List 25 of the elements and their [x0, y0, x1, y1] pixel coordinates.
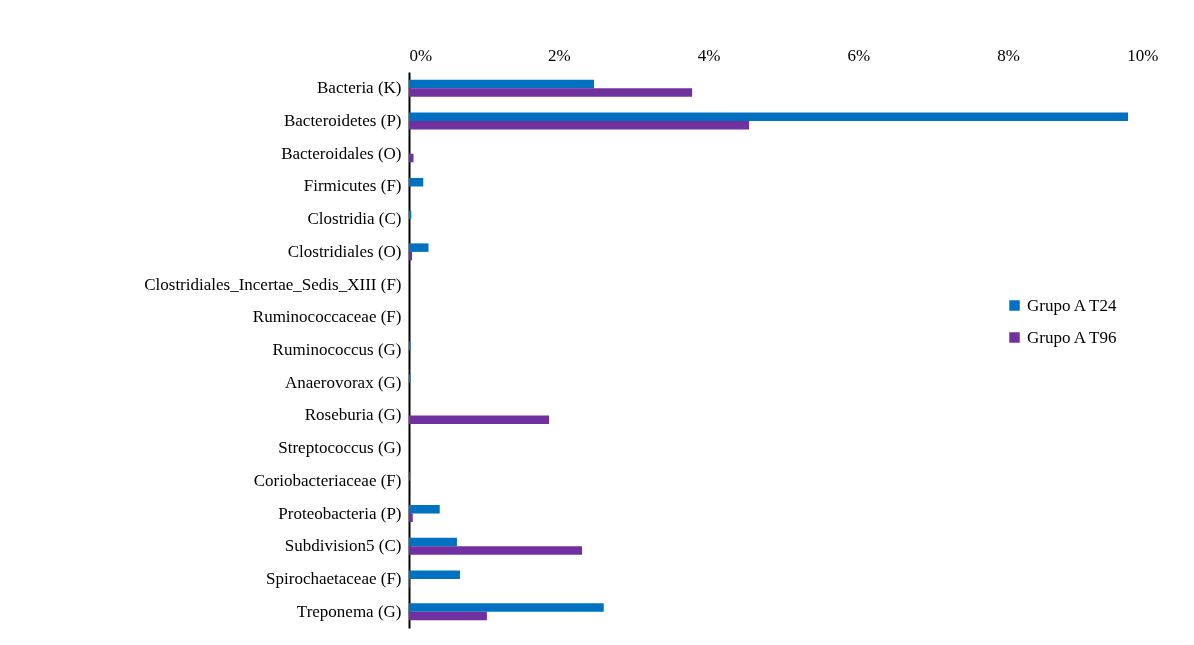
- y-tick-label: Subdivision5 (C): [284, 536, 402, 556]
- y-tick-label: Ruminococcaceae (F): [252, 307, 402, 327]
- y-tick-label: Streptococcus (G): [278, 438, 402, 458]
- y-tick-label: Firmicutes (F): [303, 176, 402, 196]
- y-tick-label: Treponema (G): [296, 601, 402, 621]
- y-tick-label: Clostridiales (O): [287, 241, 402, 261]
- y-tick-label: Roseburia (G): [304, 405, 402, 425]
- x-tick-label: 0%: [409, 45, 433, 65]
- x-tick-label: 6%: [847, 45, 871, 65]
- y-tick-label: Ruminococcus (G): [272, 340, 402, 359]
- x-tick-label: 4%: [697, 45, 721, 65]
- y-tick-label: Clostridia (C): [307, 209, 402, 229]
- legend-label: Grupo A T96: [1027, 327, 1117, 347]
- x-tick-label: 8%: [997, 45, 1021, 65]
- y-tick-label: Bacteroidales (O): [281, 143, 402, 163]
- y-tick-label: Anaerovorax (G): [284, 372, 402, 392]
- legend-label: Grupo A T24: [1027, 295, 1117, 315]
- y-tick-label: Proteobacteria (P): [278, 503, 402, 523]
- x-tick-label: 2%: [547, 45, 571, 65]
- y-tick-label: Clostridiales_Incertae_Sedis_XIII (F): [144, 274, 402, 294]
- y-tick-label: Coriobacteriaceae (F): [253, 470, 402, 490]
- y-tick-label: Spirochaetaceae (F): [266, 568, 402, 588]
- y-tick-label: Bacteria (K): [317, 78, 402, 98]
- x-tick-label: 10%: [1127, 45, 1159, 65]
- y-tick-label: Bacteroidetes (P): [283, 111, 402, 131]
